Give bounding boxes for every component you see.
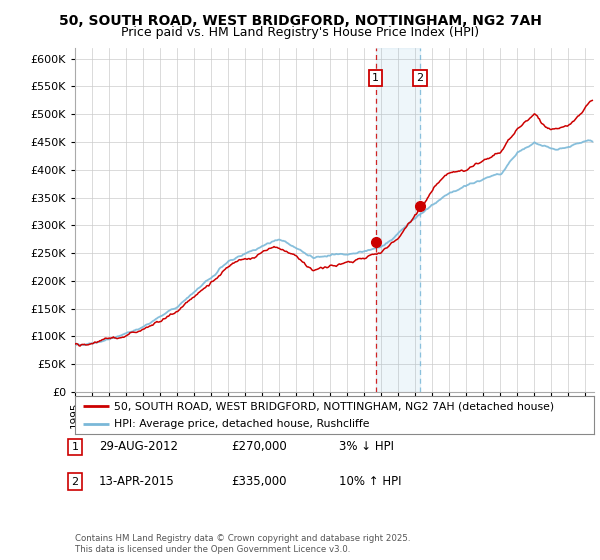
- Text: 1: 1: [372, 73, 379, 83]
- Text: 50, SOUTH ROAD, WEST BRIDGFORD, NOTTINGHAM, NG2 7AH: 50, SOUTH ROAD, WEST BRIDGFORD, NOTTINGH…: [59, 14, 541, 28]
- Text: 29-AUG-2012: 29-AUG-2012: [99, 440, 178, 454]
- Text: 2: 2: [71, 477, 79, 487]
- Text: HPI: Average price, detached house, Rushcliffe: HPI: Average price, detached house, Rush…: [114, 419, 370, 429]
- Text: Contains HM Land Registry data © Crown copyright and database right 2025.
This d: Contains HM Land Registry data © Crown c…: [75, 534, 410, 554]
- Text: 1: 1: [71, 442, 79, 452]
- Text: 2: 2: [416, 73, 424, 83]
- Text: 50, SOUTH ROAD, WEST BRIDGFORD, NOTTINGHAM, NG2 7AH (detached house): 50, SOUTH ROAD, WEST BRIDGFORD, NOTTINGH…: [114, 401, 554, 411]
- Text: £270,000: £270,000: [231, 440, 287, 454]
- Text: 3% ↓ HPI: 3% ↓ HPI: [339, 440, 394, 454]
- Text: Price paid vs. HM Land Registry's House Price Index (HPI): Price paid vs. HM Land Registry's House …: [121, 26, 479, 39]
- Text: 10% ↑ HPI: 10% ↑ HPI: [339, 475, 401, 488]
- Bar: [376, 48, 420, 392]
- Text: £335,000: £335,000: [231, 475, 287, 488]
- Text: 13-APR-2015: 13-APR-2015: [99, 475, 175, 488]
